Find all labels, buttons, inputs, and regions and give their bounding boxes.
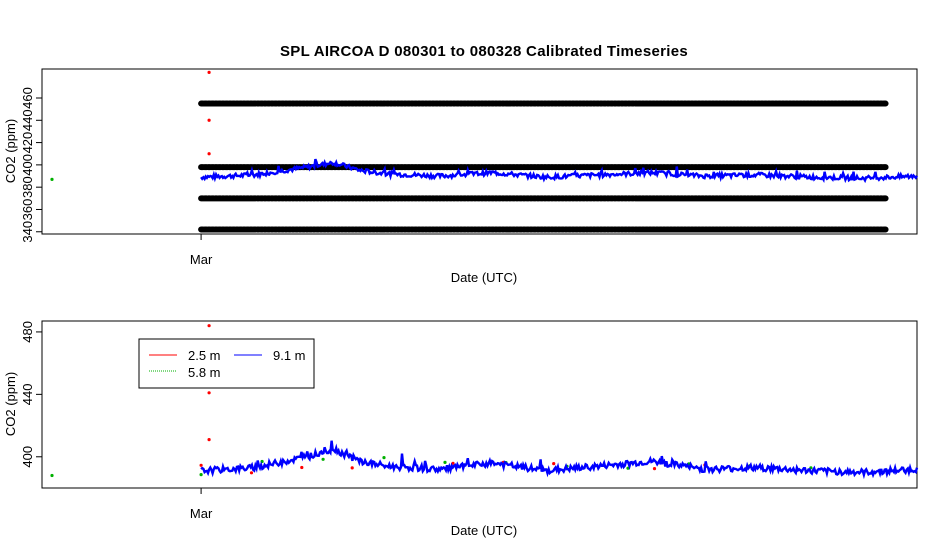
bottom-outlier-point bbox=[207, 324, 211, 328]
bottom-y-tick-label: 400 bbox=[20, 446, 35, 468]
bottom-x-axis-label: Date (UTC) bbox=[451, 523, 517, 538]
bottom-series-25m-point bbox=[451, 461, 455, 465]
bottom-plot-panel: 400 440 480 Mar Date (UTC) CO2 (ppm) 2.5 m… bbox=[3, 320, 919, 538]
bottom-series-25m-point bbox=[652, 467, 657, 471]
bottom-series-58m-point bbox=[321, 457, 325, 461]
legend-label-9-1m: 9.1 m bbox=[273, 348, 306, 363]
legend-box bbox=[138, 338, 315, 389]
bottom-series-9-1m-line bbox=[200, 440, 919, 480]
bottom-series-25m-point bbox=[552, 462, 556, 466]
bottom-x-axis: Mar bbox=[190, 488, 213, 521]
top-plot-marks bbox=[50, 70, 919, 233]
chart-title: SPL AIRCOA D 080301 to 080328 Calibrated… bbox=[280, 43, 688, 60]
top-y-tick-label: 380 bbox=[20, 176, 35, 198]
bottom-plot-marks bbox=[50, 324, 919, 480]
top-plot-frame bbox=[41, 68, 918, 235]
top-series-9-1m-line bbox=[200, 158, 919, 184]
bottom-outlier-point bbox=[207, 391, 211, 395]
bottom-outlier-point bbox=[50, 473, 54, 478]
top-x-axis: Mar bbox=[190, 234, 213, 267]
bottom-series-58m-point bbox=[382, 456, 386, 460]
bottom-x-tick-label: Mar bbox=[190, 506, 213, 521]
top-outlier-point bbox=[207, 152, 211, 156]
bottom-series-25m-point bbox=[350, 466, 354, 470]
top-x-tick-label: Mar bbox=[190, 252, 213, 267]
bottom-outlier-point bbox=[207, 438, 211, 442]
bottom-y-axis: 400 440 480 bbox=[20, 321, 42, 468]
legend: 2.5 m 9.1 m 5.8 m bbox=[138, 338, 315, 389]
bottom-series-58m-point bbox=[199, 473, 203, 477]
top-outlier-point bbox=[207, 70, 211, 74]
top-y-tick-label: 340 bbox=[20, 221, 35, 243]
bottom-plot-frame bbox=[41, 320, 918, 489]
legend-label-5-8m: 5.8 m bbox=[188, 365, 221, 380]
bottom-series-25m-point bbox=[300, 465, 304, 470]
bottom-series-25m-point bbox=[249, 471, 254, 475]
bottom-y-tick-label: 440 bbox=[20, 384, 35, 406]
top-y-tick-label: 440 bbox=[20, 109, 35, 131]
top-x-axis-label: Date (UTC) bbox=[451, 270, 517, 285]
top-y-tick-label: 400 bbox=[20, 154, 35, 176]
bottom-y-tick-label: 480 bbox=[20, 321, 35, 343]
top-y-tick-label: 360 bbox=[20, 199, 35, 221]
bottom-y-axis-label: CO2 (ppm) bbox=[3, 372, 18, 436]
top-y-axis-label: CO2 (ppm) bbox=[3, 119, 18, 183]
top-y-tick-label: 460 bbox=[20, 87, 35, 109]
legend-label-2-5m: 2.5 m bbox=[188, 348, 221, 363]
top-outlier-point bbox=[50, 177, 54, 181]
top-outlier-point bbox=[207, 118, 211, 122]
bottom-series-25m-point bbox=[199, 463, 203, 467]
top-y-tick-label: 420 bbox=[20, 132, 35, 154]
bottom-series-58m-point bbox=[443, 460, 447, 464]
